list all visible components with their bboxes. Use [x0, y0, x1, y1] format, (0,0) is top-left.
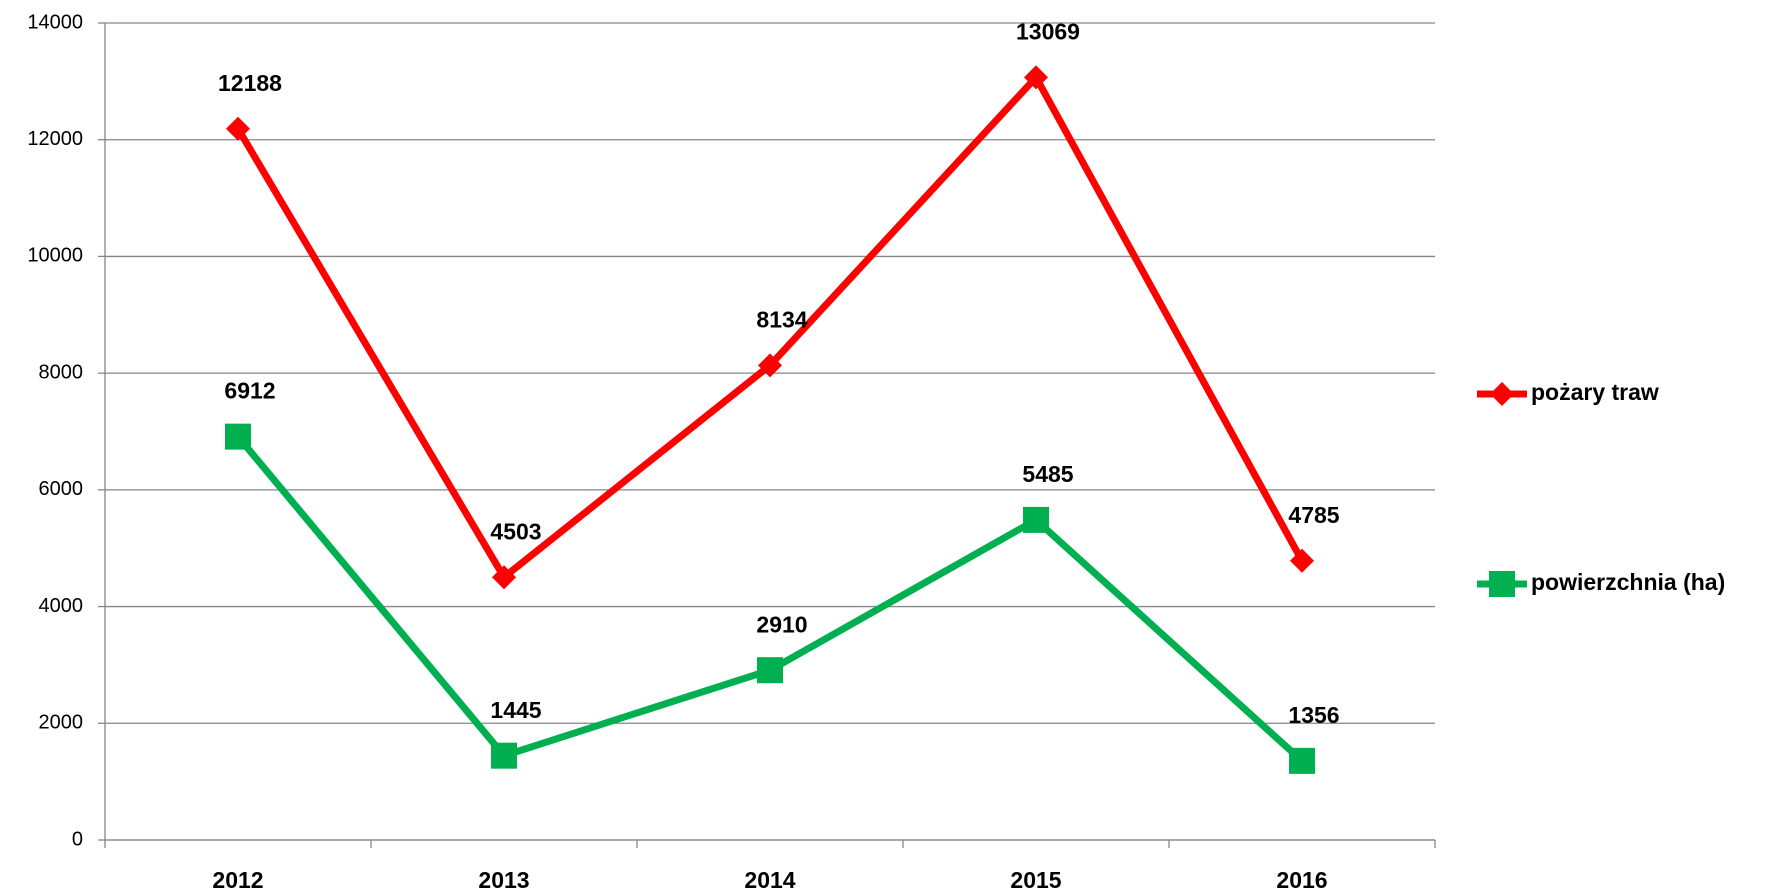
data-label: 1356 — [1288, 702, 1339, 728]
data-label: 4785 — [1288, 502, 1339, 528]
y-tick-label: 4000 — [39, 595, 84, 617]
y-tick-label: 14000 — [27, 11, 83, 33]
data-label: 6912 — [224, 378, 275, 404]
data-label: 2910 — [756, 611, 807, 637]
y-tick-label: 6000 — [39, 478, 84, 500]
page: 0 2000 4000 6000 8000 10000 12000 14000 2012 2013… — [0, 0, 1777, 896]
data-label: 4503 — [490, 518, 541, 544]
legend-label: pożary traw — [1531, 379, 1659, 405]
marker — [1490, 382, 1514, 406]
data-label: 5485 — [1022, 461, 1073, 487]
x-tick-label: 2014 — [744, 867, 795, 893]
legend-label: powierzchnia (ha) — [1531, 569, 1725, 595]
marker — [757, 657, 783, 683]
series-line — [238, 437, 1302, 761]
marker — [491, 743, 517, 769]
data-label: 13069 — [1016, 18, 1080, 44]
x-tick-label: 2015 — [1010, 867, 1061, 893]
x-tick-label: 2012 — [212, 867, 263, 893]
chart: 0 2000 4000 6000 8000 10000 12000 14000 2012 2013… — [0, 0, 1777, 896]
marker — [1023, 507, 1049, 533]
data-label: 1445 — [490, 697, 541, 723]
y-tick-label: 2000 — [39, 712, 84, 734]
x-tick-label: 2016 — [1276, 867, 1327, 893]
y-tick-label: 10000 — [27, 245, 83, 267]
y-tick-label: 0 — [72, 828, 83, 850]
marker — [225, 424, 251, 450]
y-tick-label: 12000 — [27, 128, 83, 150]
data-label: 8134 — [756, 306, 807, 332]
marker — [1489, 571, 1515, 597]
x-tick-label: 2013 — [478, 867, 529, 893]
data-label: 12188 — [218, 70, 282, 96]
marker — [1289, 748, 1315, 774]
y-tick-label: 8000 — [39, 361, 84, 383]
